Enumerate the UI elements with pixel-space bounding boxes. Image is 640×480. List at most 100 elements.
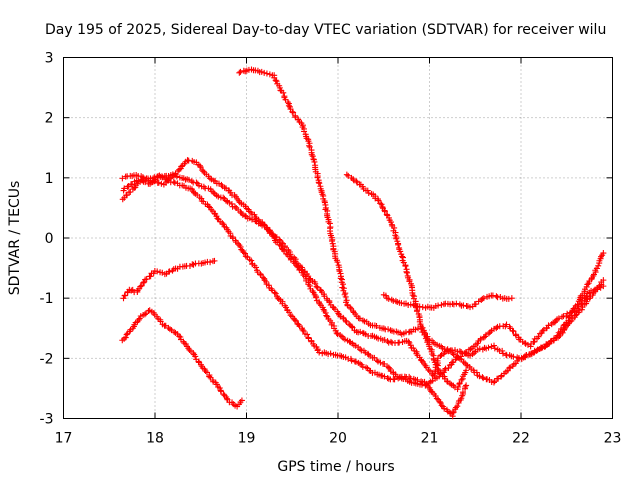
data-point [373,357,380,364]
data-point [405,329,412,336]
data-point [306,282,313,289]
data-point [450,409,457,416]
data-point [348,323,355,330]
data-point [310,156,317,163]
data-point [412,302,419,309]
data-point [456,379,463,386]
data-point [392,298,399,305]
data-point [600,250,607,257]
data-point [140,279,147,286]
data-point [158,173,165,180]
data-point [237,243,244,250]
data-point [600,283,607,290]
data-point [373,322,380,329]
data-point [441,405,448,412]
data-point [261,69,268,76]
data-point [196,162,203,169]
data-point [314,174,321,181]
data-point [170,178,177,185]
series-track-1 [120,171,607,379]
data-point [503,321,510,328]
data-point [476,373,483,380]
data-point [295,264,302,271]
data-point [491,345,498,352]
data-point [312,280,319,287]
data-point [472,301,479,308]
data-point [284,99,291,106]
data-point [545,322,552,329]
x-tick-label: 22 [512,431,530,447]
data-point [127,188,134,195]
data-point [379,203,386,210]
data-point [248,257,255,264]
data-point [596,284,603,291]
data-point [499,350,506,357]
data-point [237,208,244,215]
data-point [345,172,352,179]
data-point [142,179,149,186]
data-point [300,327,307,334]
data-point [476,345,483,352]
y-tick-label: -1 [40,291,54,307]
data-point [473,369,480,376]
data-point [455,383,462,390]
data-point [499,347,506,354]
x-tick-label: 23 [604,431,622,447]
data-point [195,182,202,189]
data-point [323,312,330,319]
data-point [463,361,470,368]
data-point [334,259,341,266]
data-point [387,368,394,375]
data-point [337,275,344,282]
data-point [446,380,453,387]
data-point [434,365,441,372]
data-point [435,302,442,309]
data-point [391,376,398,383]
data-point [154,268,161,275]
data-point [124,183,131,190]
data-point [533,347,540,354]
data-point [242,250,249,257]
data-point [350,177,357,184]
data-point [416,303,423,310]
data-point [509,327,516,334]
data-point [273,78,280,85]
data-point [448,359,455,366]
data-point [381,336,388,343]
data-point [290,109,297,116]
data-point [155,179,162,186]
data-point [311,291,318,298]
y-tick-label: -2 [40,351,54,367]
data-point [564,310,571,317]
data-point [289,108,296,115]
y-tick-label: 1 [45,171,54,187]
data-point [231,203,238,210]
data-point [454,403,461,410]
data-point [414,376,421,383]
data-point [215,193,222,200]
data-point [449,350,456,357]
data-point [139,174,146,181]
data-point [381,373,388,380]
data-point [342,293,349,300]
data-point [508,295,515,302]
data-point [574,301,581,308]
data-point [343,171,350,178]
data-point [207,259,214,266]
data-point [141,311,148,318]
data-point [453,300,460,307]
data-point [206,373,213,380]
data-point [384,375,391,382]
data-point [510,353,517,360]
data-point [363,364,370,371]
data-point [460,302,467,309]
data-point [178,163,185,170]
data-point [497,373,504,380]
data-point [418,357,425,364]
y-tick-label: 0 [45,231,54,247]
data-point [210,189,217,196]
data-point [397,248,404,255]
data-point [523,352,530,359]
data-point [475,298,482,305]
